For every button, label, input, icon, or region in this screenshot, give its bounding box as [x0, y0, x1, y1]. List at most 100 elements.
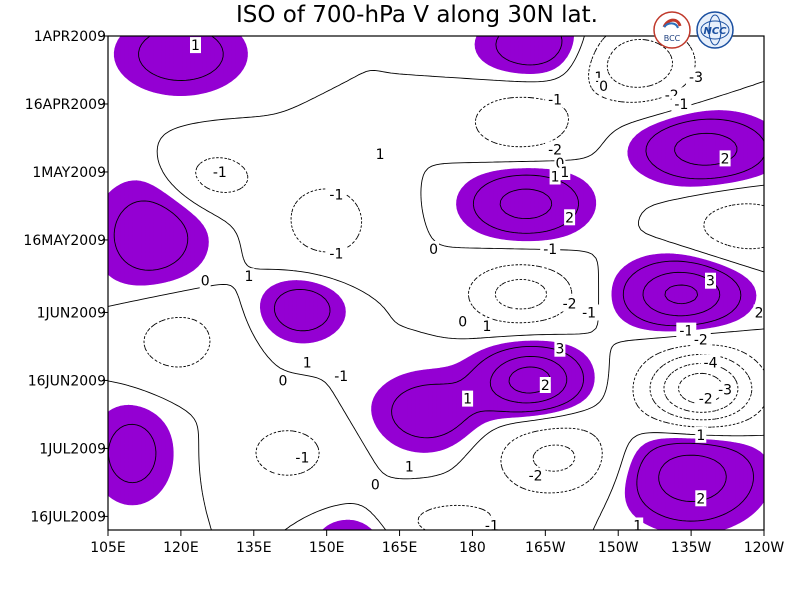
contour-label: 1	[190, 37, 201, 54]
contour-label-text: -1	[329, 247, 343, 263]
contour-label-bg	[753, 304, 765, 321]
contour-label-text: 2	[721, 151, 730, 167]
contour-label: 3	[705, 272, 716, 290]
contour-label-text: -2	[563, 296, 577, 312]
contour-label-text: -1	[548, 92, 562, 108]
contour-label: -3	[686, 68, 706, 86]
contour-label-text: -1	[295, 451, 309, 467]
contour-label: 2	[753, 304, 765, 322]
contour-label-text: 0	[278, 373, 287, 389]
x-tick-label: 150E	[309, 540, 345, 556]
contour-label-text: 1	[191, 38, 200, 54]
contour-label-bg	[331, 367, 352, 384]
contour-label-bg	[403, 458, 415, 475]
contour-label-text: 1	[560, 165, 569, 181]
contour-label: 0	[199, 272, 211, 290]
y-tick-label: 16JUL2009	[30, 509, 106, 525]
contour-label: 2	[719, 150, 731, 167]
contour-label-text: 0	[429, 242, 438, 258]
x-tick-label: 135W	[671, 540, 712, 556]
contour-label-text: 3	[706, 274, 715, 290]
contour-label: -1	[545, 91, 566, 108]
contour-label-text: 0	[371, 478, 380, 494]
contour-label-bg	[545, 141, 566, 158]
contour-label: -1	[481, 517, 502, 535]
contour-label-text: 1	[696, 428, 705, 444]
contour-label-text: 1	[376, 147, 385, 163]
contour-label-text: -1	[329, 188, 343, 204]
contour-line-1	[108, 36, 764, 522]
contour-label: 1	[374, 145, 386, 163]
contour-label: -1	[540, 241, 561, 258]
bcc-logo: BCC	[653, 11, 691, 49]
contour-label-text: -4	[704, 355, 718, 371]
contour-label-bg	[209, 164, 230, 180]
contour-label-bg	[326, 186, 347, 203]
contour-label-text: 1	[463, 392, 472, 408]
contour-label-bg	[301, 354, 313, 371]
y-tick-label: 16JUN2009	[28, 373, 106, 389]
contour-label-bg	[598, 77, 610, 94]
contour-label: -4	[700, 354, 721, 371]
y-tick-label: 16APR2009	[25, 97, 106, 113]
ncc-logo: NCC	[696, 11, 734, 49]
contour-label: 1	[559, 164, 571, 181]
contour-label-bg	[277, 372, 289, 389]
contour-label: -1	[326, 186, 347, 204]
contour-label-text: 0	[458, 315, 467, 331]
contour-label-bg	[719, 150, 731, 167]
contour-label-text: 1	[551, 170, 560, 186]
contour-label-text: 0	[599, 79, 608, 95]
contour-label-text: 1	[303, 355, 312, 371]
contour-label-text: 1	[633, 519, 642, 535]
contour-label-text: -3	[718, 383, 732, 399]
contour-label: -2	[559, 295, 580, 312]
contour-label: 1	[301, 354, 313, 371]
contour-lines-layer	[108, 36, 764, 530]
contour-label-bg	[695, 490, 707, 507]
contour-line-minus2	[494, 39, 753, 472]
contour-label-bg	[326, 245, 347, 262]
contour-label-text: -1	[543, 242, 557, 258]
y-tick-label: 16MAY2009	[23, 233, 106, 249]
x-tick-label: 165E	[382, 540, 418, 556]
contour-label: 0	[277, 372, 289, 389]
contour-label-bg	[559, 295, 580, 312]
contour-label-bg	[457, 313, 469, 330]
contour-label-text: 1	[405, 460, 414, 476]
contour-label-text: 0	[201, 274, 210, 290]
contour-label-text: 1	[244, 269, 253, 285]
bcc-logo-text: BCC	[664, 34, 681, 43]
contour-label: -1	[671, 96, 692, 113]
contour-label: -3	[715, 381, 736, 399]
contour-label: 1	[632, 517, 644, 535]
x-tick-label: 165W	[525, 540, 566, 556]
contour-label: -2	[525, 467, 546, 485]
contour-label-bg	[369, 476, 381, 493]
contour-label: 2	[564, 209, 576, 226]
contour-label-text: -2	[694, 333, 708, 349]
contour-label-text: 3	[555, 342, 564, 358]
contour-line-2	[489, 132, 738, 502]
contour-label-text: 0	[555, 156, 564, 172]
contour-label-text: -3	[689, 70, 703, 86]
contour-label-bg	[695, 390, 716, 407]
contour-label-bg	[700, 354, 721, 371]
contour-label: 0	[428, 241, 440, 258]
contour-label: 1	[403, 458, 415, 476]
contour-label: -1	[326, 245, 347, 263]
contour-label-bg	[705, 272, 716, 289]
y-tick-label: 1JUL2009	[39, 441, 106, 457]
x-tick-label: 135E	[236, 540, 272, 556]
x-axis: 105E 120E 135E 150E 165E 180 165W 150W 135W 120W	[90, 530, 784, 556]
contour-label-bg	[695, 426, 707, 443]
contour-label-bg	[632, 517, 644, 534]
contour-label-text: -1	[334, 369, 348, 385]
y-tick-label: 1APR2009	[34, 29, 106, 45]
x-tick-label: 150W	[598, 540, 639, 556]
contour-label-text: 1	[594, 70, 603, 86]
contour-label-bg	[554, 154, 566, 171]
contour-label: 0	[554, 154, 566, 172]
y-axis: 1APR2009 16APR2009 1MAY2009 16MAY2009 1JUN20…	[23, 29, 108, 525]
